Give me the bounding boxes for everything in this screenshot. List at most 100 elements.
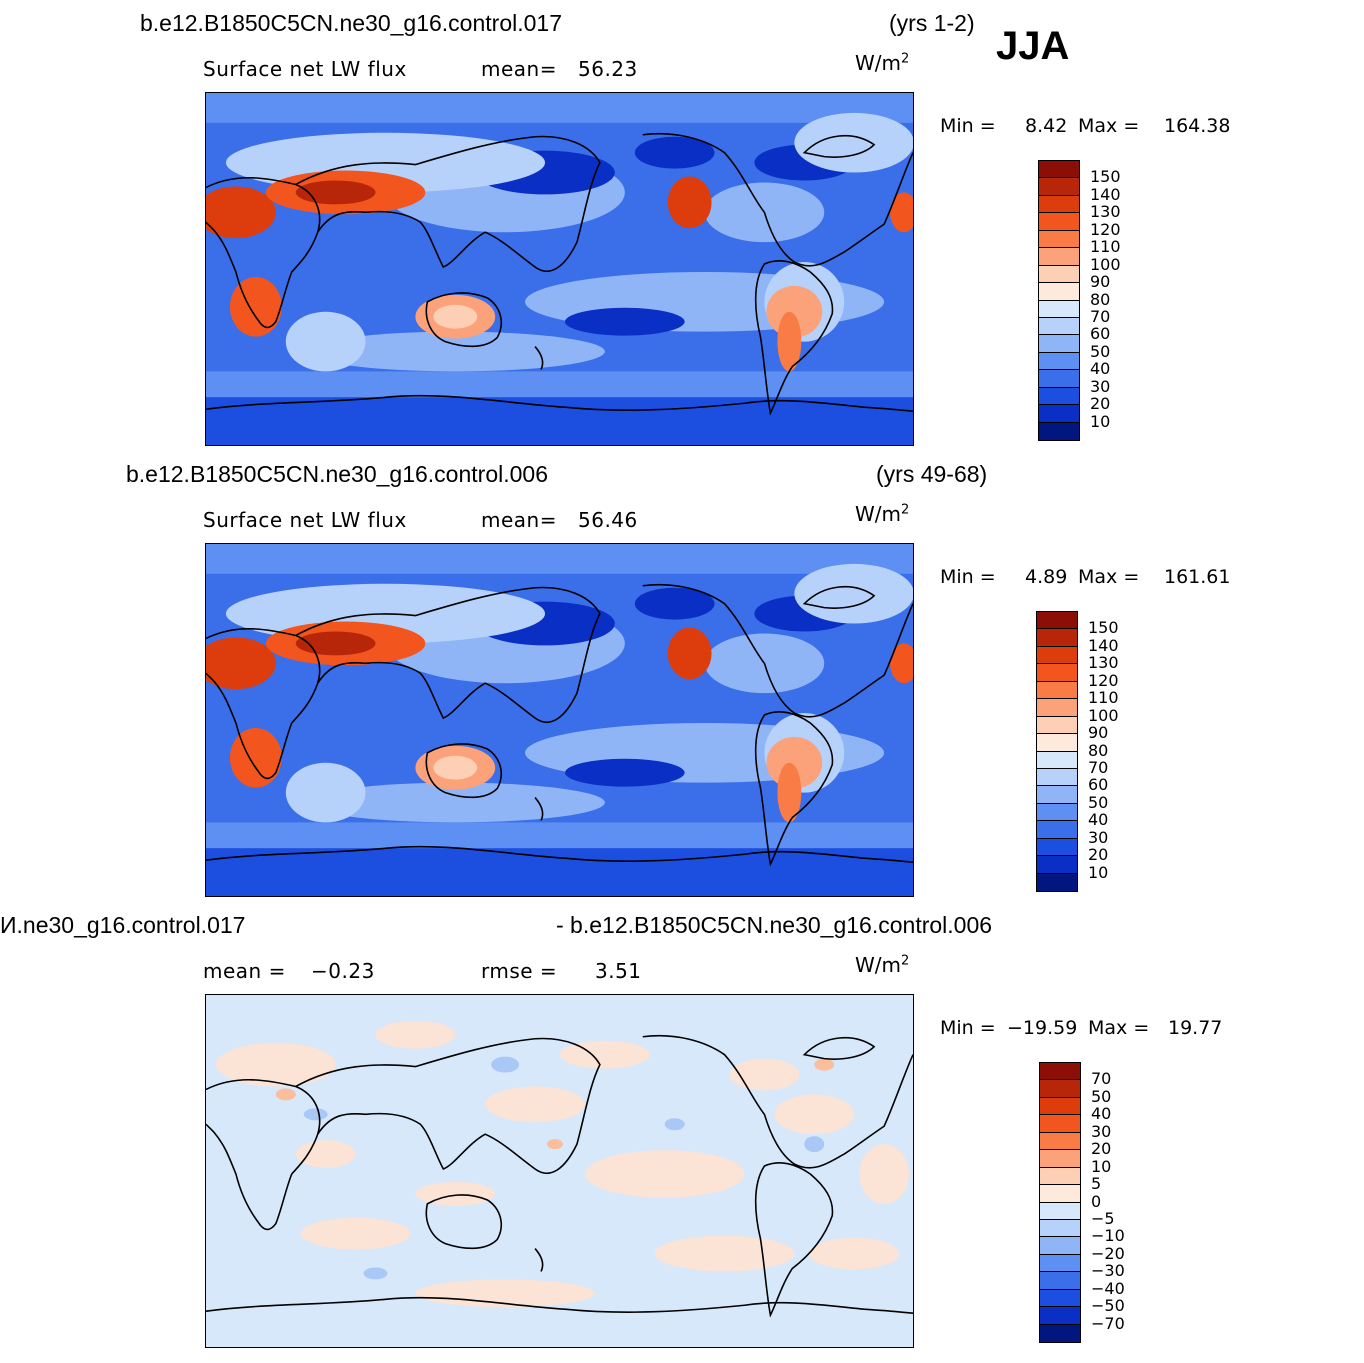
panel3-case-subtracted: - b.e12.B1850C5CN.ne30_g16.control.006	[556, 912, 993, 938]
colorbar-swatch	[1040, 1289, 1080, 1308]
colorbar-level-label: 70	[1088, 757, 1109, 777]
colorbar-swatch	[1037, 856, 1077, 874]
colorbar-swatch	[1039, 230, 1079, 249]
colorbar-level-label: 70	[1090, 306, 1111, 326]
colorbar-level-label: 110	[1088, 688, 1119, 708]
panel3-rmse-value: 3.51	[595, 959, 642, 983]
colorbar-swatch	[1039, 248, 1079, 266]
panel1-mean-value: 56.23	[578, 57, 638, 81]
colorbar-level-label: 50	[1090, 341, 1111, 361]
panel2-max-label: Max =	[1078, 566, 1140, 588]
colorbar-level-label: 70	[1091, 1069, 1112, 1089]
colorbar-level-label: 120	[1088, 670, 1119, 690]
colorbar-level-label: 40	[1091, 1104, 1112, 1124]
panel3-min-label: Min =	[940, 1017, 996, 1039]
panel2-map	[205, 543, 914, 897]
panel2-colorbar	[1036, 611, 1078, 892]
panel1-case-title: b.e12.B1850C5CN.ne30_g16.control.017	[140, 10, 562, 36]
colorbar-level-label: 20	[1088, 845, 1109, 865]
colorbar-swatch	[1040, 1237, 1080, 1255]
colorbar-level-label: 40	[1090, 359, 1111, 379]
colorbar-swatch	[1037, 768, 1077, 787]
colorbar-swatch	[1040, 1185, 1080, 1203]
colorbar-swatch	[1040, 1307, 1080, 1325]
colorbar-level-label: −40	[1091, 1278, 1125, 1298]
colorbar-level-label: 40	[1088, 810, 1109, 830]
colorbar-swatch	[1040, 1115, 1080, 1133]
panel3-max-value: 19.77	[1168, 1017, 1223, 1039]
colorbar-swatch	[1039, 387, 1079, 406]
colorbar-swatch	[1037, 629, 1077, 647]
colorbar-swatch	[1037, 838, 1077, 857]
colorbar-level-label: 90	[1090, 272, 1111, 292]
colorbar-level-label: 60	[1088, 775, 1109, 795]
colorbar-level-label: −30	[1091, 1261, 1125, 1281]
panel2-units: W/m2	[855, 502, 910, 526]
colorbar-level-label: 140	[1088, 635, 1119, 655]
colorbar-level-label: 50	[1091, 1086, 1112, 1106]
colorbar-swatch	[1039, 335, 1079, 353]
colorbar-level-label: 80	[1090, 289, 1111, 309]
panel1-max-value: 164.38	[1164, 115, 1231, 137]
colorbar-level-label: 5	[1091, 1174, 1102, 1194]
colorbar-level-label: −70	[1091, 1313, 1125, 1333]
colorbar-level-label: −10	[1091, 1226, 1125, 1246]
panel1-max-label: Max =	[1078, 115, 1140, 137]
panel2-min-value: 4.89	[1025, 566, 1068, 588]
colorbar-swatch	[1040, 1254, 1080, 1273]
colorbar-swatch	[1037, 646, 1077, 665]
colorbar-level-label: −50	[1091, 1296, 1125, 1316]
colorbar-swatch	[1037, 751, 1077, 769]
panel1-units: W/m2	[855, 51, 910, 75]
panel2-variable: Surface net LW flux	[203, 508, 407, 532]
colorbar-swatch	[1039, 352, 1079, 371]
colorbar-swatch	[1040, 1132, 1080, 1151]
panel3-case-title: И.ne30_g16.control.017	[0, 912, 246, 938]
colorbar-level-label: 10	[1088, 862, 1109, 882]
colorbar-swatch	[1037, 873, 1077, 891]
colorbar-level-label: 60	[1090, 324, 1111, 344]
panel3-contour-map	[206, 995, 913, 1347]
colorbar-swatch	[1040, 1097, 1080, 1116]
colorbar-swatch	[1037, 612, 1077, 630]
panel3-colorbar	[1039, 1062, 1081, 1343]
colorbar-level-label: 150	[1088, 618, 1119, 638]
colorbar-level-label: 130	[1090, 202, 1121, 222]
panel2-years: (yrs 49-68)	[876, 461, 988, 487]
panel2-max-value: 161.61	[1164, 566, 1231, 588]
colorbar-level-label: 30	[1090, 376, 1111, 396]
colorbar-level-label: 20	[1090, 394, 1111, 414]
colorbar-level-label: −20	[1091, 1243, 1125, 1263]
panel1-min-value: 8.42	[1025, 115, 1068, 137]
colorbar-level-label: 10	[1090, 411, 1111, 431]
panel3-mean-label: mean =	[203, 959, 286, 983]
colorbar-level-label: 30	[1091, 1121, 1112, 1141]
colorbar-swatch	[1039, 300, 1079, 318]
colorbar-level-label: 90	[1088, 723, 1109, 743]
colorbar-level-label: −5	[1091, 1208, 1115, 1228]
colorbar-level-label: 100	[1088, 705, 1119, 725]
colorbar-swatch	[1039, 317, 1079, 336]
colorbar-swatch	[1039, 161, 1079, 179]
panel3-mean-value: −0.23	[311, 959, 375, 983]
panel2-mean-value: 56.46	[578, 508, 638, 532]
colorbar-level-label: 20	[1091, 1139, 1112, 1159]
panel2-case-title: b.e12.B1850C5CN.ne30_g16.control.006	[126, 461, 548, 487]
colorbar-swatch	[1040, 1324, 1080, 1342]
colorbar-swatch	[1039, 178, 1079, 196]
colorbar-swatch	[1039, 422, 1079, 440]
panel2-contour-map	[206, 544, 913, 896]
colorbar-level-label: 140	[1090, 184, 1121, 204]
colorbar-swatch	[1037, 803, 1077, 822]
panel1-variable: Surface net LW flux	[203, 57, 407, 81]
panel3-map	[205, 994, 914, 1348]
panel3-max-label: Max =	[1088, 1017, 1150, 1039]
panel3-min-value: −19.59	[1007, 1017, 1078, 1039]
colorbar-swatch	[1039, 195, 1079, 214]
colorbar-level-label: 30	[1088, 827, 1109, 847]
panel3-rmse-label: rmse =	[481, 959, 558, 983]
colorbar-swatch	[1039, 405, 1079, 423]
colorbar-level-label: 110	[1090, 237, 1121, 257]
colorbar-swatch	[1037, 681, 1077, 700]
colorbar-swatch	[1037, 699, 1077, 717]
